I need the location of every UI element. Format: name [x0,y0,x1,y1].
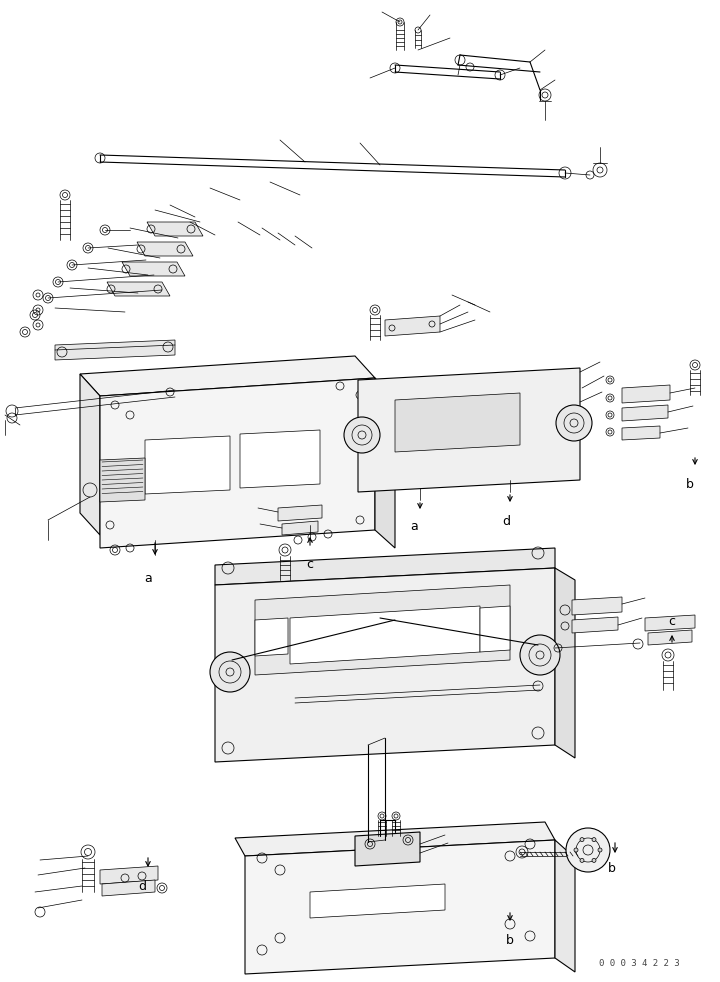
Polygon shape [310,884,445,918]
Polygon shape [100,378,375,548]
Polygon shape [395,393,520,452]
Circle shape [580,858,584,862]
Polygon shape [147,222,203,236]
Text: b: b [686,478,694,491]
Polygon shape [555,840,575,972]
Polygon shape [102,880,155,896]
Polygon shape [255,585,510,675]
Polygon shape [215,568,555,762]
Polygon shape [100,866,158,884]
Text: d: d [502,515,510,528]
Polygon shape [255,618,288,656]
Polygon shape [385,316,440,336]
Polygon shape [622,426,660,440]
Polygon shape [355,832,420,866]
Circle shape [592,838,596,842]
Polygon shape [622,385,670,403]
Polygon shape [278,505,322,521]
Circle shape [574,848,578,852]
Text: b: b [608,862,616,875]
Polygon shape [375,378,395,548]
Polygon shape [55,340,175,360]
Polygon shape [122,262,185,276]
Polygon shape [480,606,510,652]
Polygon shape [137,242,193,256]
Text: a: a [144,572,152,585]
Text: d: d [138,880,146,893]
Text: c: c [307,558,313,571]
Polygon shape [240,430,320,488]
Polygon shape [80,374,100,535]
Polygon shape [145,436,230,494]
Polygon shape [645,615,695,631]
Polygon shape [572,617,618,633]
Polygon shape [290,606,480,664]
Text: b: b [506,934,514,947]
Polygon shape [282,521,318,535]
Circle shape [592,858,596,862]
Polygon shape [358,368,580,492]
Polygon shape [572,597,622,615]
Polygon shape [555,568,575,758]
Circle shape [210,652,250,692]
Circle shape [344,417,380,453]
Circle shape [580,838,584,842]
Polygon shape [245,840,555,974]
Circle shape [520,635,560,675]
Polygon shape [215,548,555,585]
Polygon shape [648,630,692,645]
Text: 0 0 0 3 4 2 2 3: 0 0 0 3 4 2 2 3 [599,959,680,968]
Circle shape [556,405,592,441]
Polygon shape [80,356,375,396]
Circle shape [598,848,602,852]
Circle shape [566,828,610,872]
Text: c: c [668,615,675,628]
Polygon shape [107,282,170,296]
Text: a: a [410,520,418,533]
Polygon shape [235,822,555,856]
Polygon shape [622,405,668,421]
Polygon shape [100,458,145,502]
